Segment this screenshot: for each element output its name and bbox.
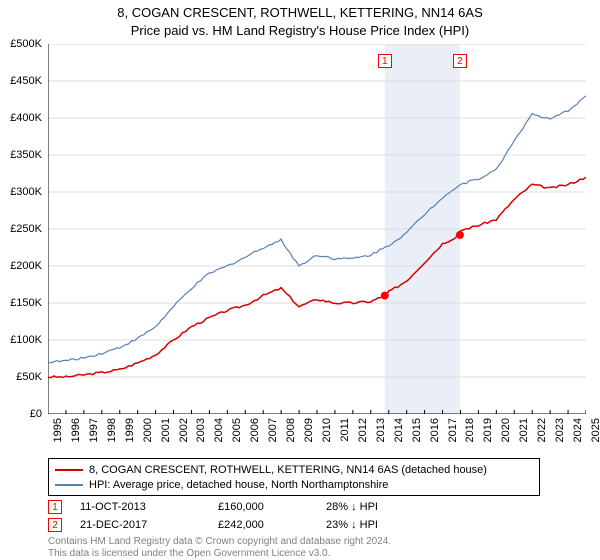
x-tick-label: 2016 — [429, 418, 441, 442]
x-tick-label: 1996 — [70, 418, 82, 442]
chart-area: 12 — [48, 44, 586, 414]
x-tick-label: 2015 — [411, 418, 423, 442]
x-tick-label: 2024 — [572, 418, 584, 442]
transaction-diff: 28% ↓ HPI — [326, 501, 436, 513]
x-tick-label: 2009 — [303, 418, 315, 442]
x-axis-labels: 1995 1996 1997 1998 1999 2000 2001 2002 2003 2004… — [48, 418, 586, 458]
y-tick-label: £250K — [10, 223, 42, 235]
x-tick-label: 1999 — [124, 418, 136, 442]
y-tick-label: £450K — [10, 75, 42, 87]
x-tick-label: 2013 — [375, 418, 387, 442]
y-tick-label: £500K — [10, 38, 42, 50]
x-tick-label: 2020 — [500, 418, 512, 442]
legend-row: HPI: Average price, detached house, Nort… — [55, 477, 533, 492]
x-tick-label: 2007 — [267, 418, 279, 442]
legend-label: HPI: Average price, detached house, Nort… — [89, 479, 388, 491]
x-tick-label: 2010 — [321, 418, 333, 442]
x-tick-label: 2017 — [447, 418, 459, 442]
title-line1: 8, COGAN CRESCENT, ROTHWELL, KETTERING, … — [0, 4, 600, 22]
x-tick-label: 2005 — [231, 418, 243, 442]
y-tick-label: £0 — [30, 408, 42, 420]
legend-row: 8, COGAN CRESCENT, ROTHWELL, KETTERING, … — [55, 462, 533, 477]
legend-swatch — [55, 469, 83, 471]
y-tick-label: £50K — [16, 371, 42, 383]
x-tick-label: 2023 — [554, 418, 566, 442]
y-tick-label: £100K — [10, 334, 42, 346]
chart-marker-1: 1 — [378, 54, 392, 68]
chart-svg — [48, 44, 586, 414]
transaction-date: 21-DEC-2017 — [80, 519, 200, 531]
x-tick-label: 2003 — [195, 418, 207, 442]
x-tick-label: 2000 — [142, 418, 154, 442]
y-tick-label: £150K — [10, 297, 42, 309]
legend: 8, COGAN CRESCENT, ROTHWELL, KETTERING, … — [48, 458, 540, 496]
x-tick-label: 2018 — [464, 418, 476, 442]
legend-swatch — [55, 484, 83, 486]
x-tick-label: 2002 — [178, 418, 190, 442]
chart-container: 8, COGAN CRESCENT, ROTHWELL, KETTERING, … — [0, 0, 600, 560]
transaction-date: 11-OCT-2013 — [80, 501, 200, 513]
x-tick-label: 2011 — [339, 418, 351, 442]
y-tick-label: £350K — [10, 149, 42, 161]
x-tick-label: 1995 — [52, 418, 64, 442]
x-tick-label: 1997 — [88, 418, 100, 442]
data-point — [456, 231, 464, 239]
x-tick-label: 1998 — [106, 418, 118, 442]
footer-line2: This data is licensed under the Open Gov… — [48, 548, 391, 560]
transaction-diff: 23% ↓ HPI — [326, 519, 436, 531]
transaction-price: £160,000 — [218, 501, 308, 513]
x-tick-label: 2006 — [249, 418, 261, 442]
x-tick-label: 2004 — [213, 418, 225, 442]
transaction-marker-n: 2 — [48, 518, 62, 532]
footer-line1: Contains HM Land Registry data © Crown c… — [48, 536, 391, 548]
y-axis-labels: £0£50K£100K£150K£200K£250K£300K£350K£400… — [0, 44, 44, 414]
x-tick-label: 2022 — [536, 418, 548, 442]
chart-marker-2: 2 — [453, 54, 467, 68]
legend-label: 8, COGAN CRESCENT, ROTHWELL, KETTERING, … — [89, 464, 487, 476]
x-tick-label: 2014 — [393, 418, 405, 442]
transaction-row: 2 21-DEC-2017 £242,000 23% ↓ HPI — [48, 516, 540, 534]
x-tick-label: 2008 — [285, 418, 297, 442]
x-tick-label: 2012 — [357, 418, 369, 442]
footer: Contains HM Land Registry data © Crown c… — [48, 536, 391, 559]
transaction-row: 1 11-OCT-2013 £160,000 28% ↓ HPI — [48, 498, 540, 516]
x-tick-label: 2025 — [590, 418, 600, 442]
y-tick-label: £300K — [10, 186, 42, 198]
transaction-price: £242,000 — [218, 519, 308, 531]
transaction-marker-n: 1 — [48, 500, 62, 514]
x-tick-label: 2019 — [482, 418, 494, 442]
title-block: 8, COGAN CRESCENT, ROTHWELL, KETTERING, … — [0, 0, 600, 39]
title-line2: Price paid vs. HM Land Registry's House … — [0, 22, 600, 40]
data-point — [381, 292, 389, 300]
series-price_paid — [48, 177, 586, 377]
y-tick-label: £400K — [10, 112, 42, 124]
x-tick-label: 2001 — [160, 418, 172, 442]
transactions-table: 1 11-OCT-2013 £160,000 28% ↓ HPI 2 21-DEC-201… — [48, 498, 540, 534]
x-tick-label: 2021 — [518, 418, 530, 442]
y-tick-label: £200K — [10, 260, 42, 272]
